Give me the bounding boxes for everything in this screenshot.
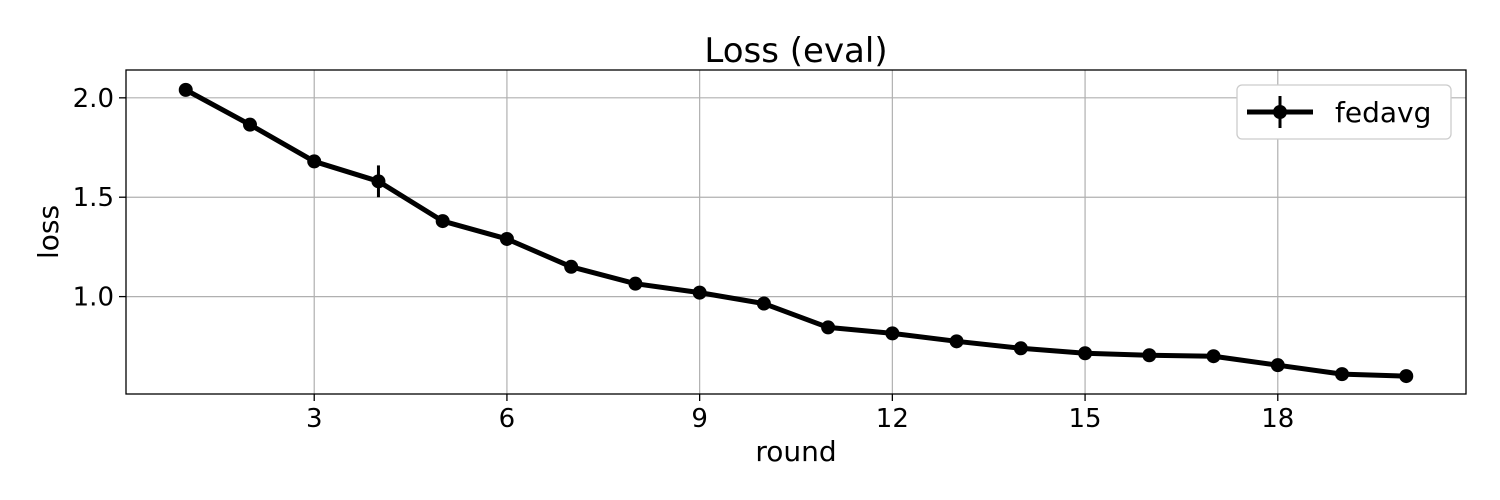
data-point (371, 174, 386, 189)
x-tick-label: 9 (691, 404, 708, 434)
y-axis-label: loss (32, 205, 65, 259)
data-point (949, 334, 964, 349)
data-point (756, 296, 771, 311)
x-tick-label: 15 (1069, 404, 1102, 434)
y-tick-label: 1.5 (73, 183, 114, 213)
data-point (1078, 346, 1093, 361)
data-point (1013, 341, 1028, 356)
y-tick-label: 1.0 (73, 283, 114, 313)
data-point (628, 276, 643, 291)
data-point (1270, 358, 1285, 373)
data-point (1399, 369, 1414, 384)
plot-frame (125, 69, 1467, 395)
y-axis-ticks: 1.0 1.5 2.0 (73, 84, 126, 313)
data-point (435, 214, 450, 229)
x-axis-ticks: 3 6 9 12 15 18 (306, 394, 1294, 434)
legend: fedavg (1236, 84, 1452, 140)
legend-frame (1236, 84, 1452, 140)
data-point (1142, 348, 1157, 363)
data-point (564, 259, 579, 274)
series-fedavg (178, 82, 1414, 384)
data-point (307, 154, 322, 169)
x-tick-label: 6 (499, 404, 516, 434)
x-tick-label: 3 (306, 404, 323, 434)
x-tick-label: 12 (876, 404, 909, 434)
legend-marker-sample (1273, 105, 1287, 119)
data-point (242, 117, 257, 132)
series-line-fedavg (184, 87, 1407, 379)
data-point (1206, 349, 1221, 364)
data-point (178, 82, 193, 97)
data-point (1335, 367, 1350, 382)
data-point (692, 285, 707, 300)
x-tick-label: 18 (1261, 404, 1294, 434)
legend-label-fedavg: fedavg (1335, 96, 1431, 129)
x-axis-label: round (755, 435, 836, 468)
data-point (885, 326, 900, 341)
data-point (821, 320, 836, 335)
y-tick-label: 2.0 (73, 84, 114, 114)
chart-title: Loss (eval) (704, 31, 887, 71)
data-point (499, 231, 514, 246)
